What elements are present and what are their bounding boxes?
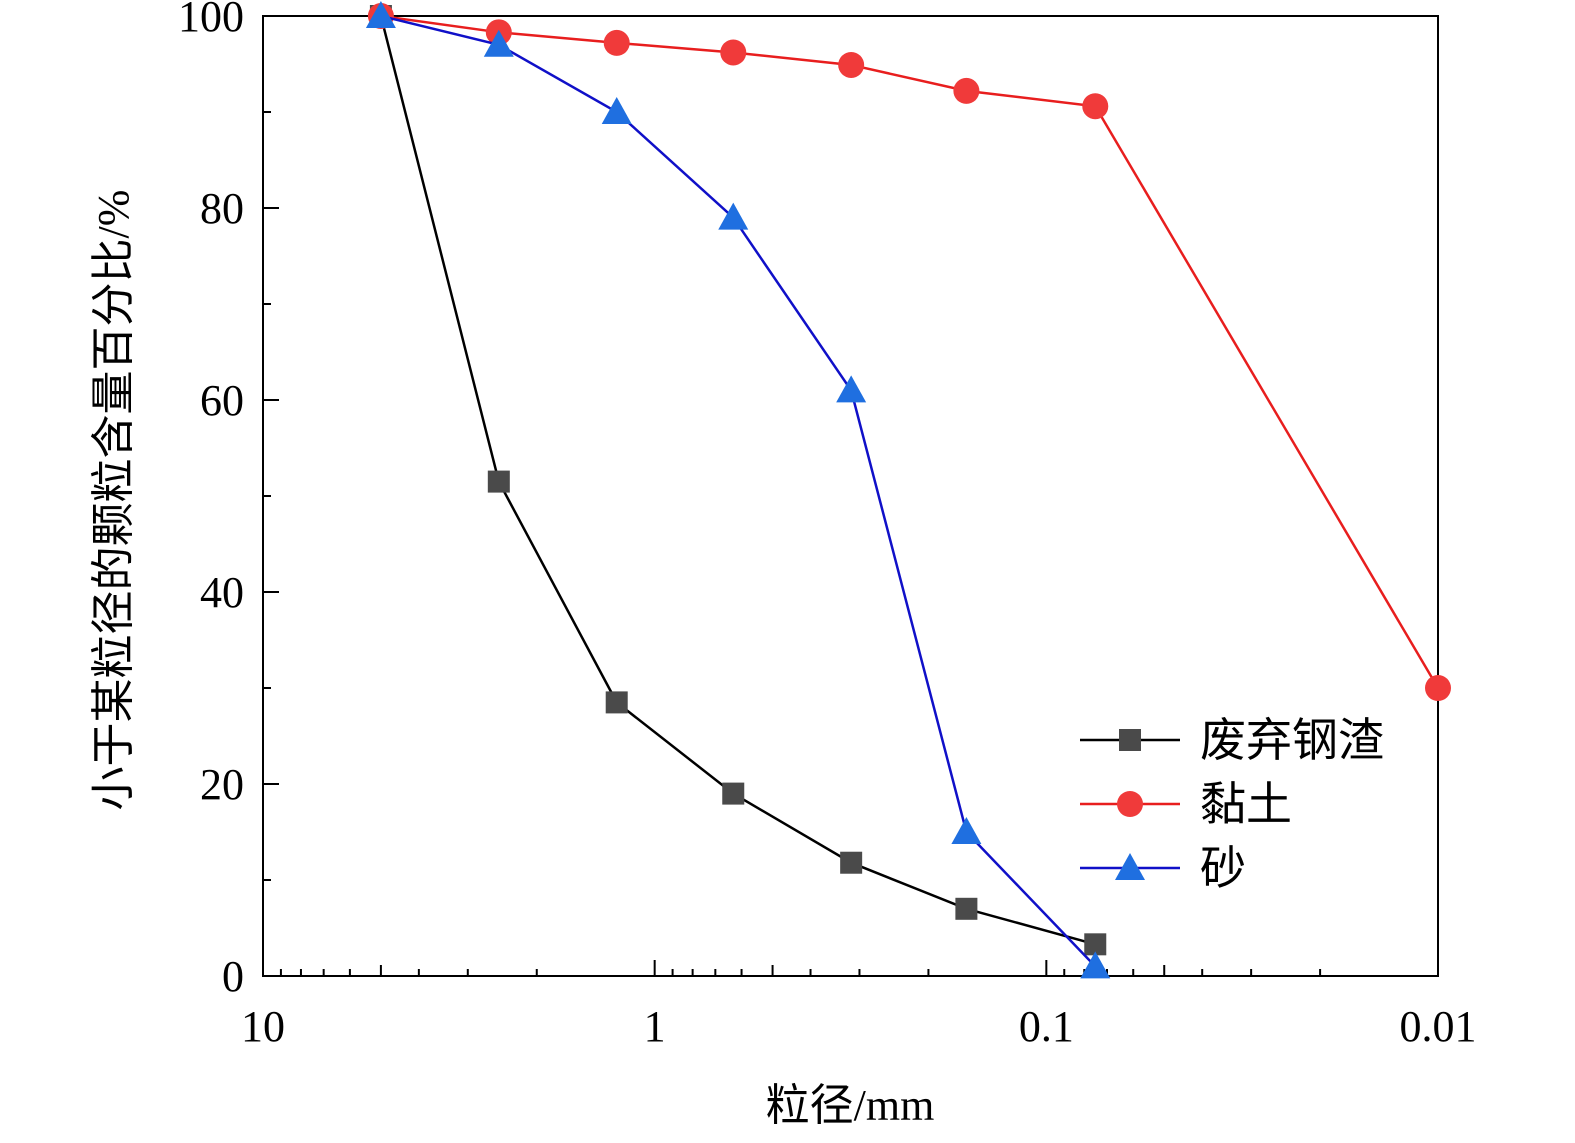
data-point-circle <box>953 77 980 104</box>
x-axis-ticks: 10 1 0.1 0.01 <box>241 960 1477 1051</box>
x-tick-label: 10 <box>241 1002 285 1051</box>
plot-frame <box>262 15 1439 977</box>
data-point-square <box>487 470 510 493</box>
data-point-circle <box>1082 93 1109 120</box>
x-tick-label: 1 <box>644 1002 666 1051</box>
series-circle <box>367 3 1451 701</box>
data-point-triangle <box>1080 951 1111 979</box>
y-tick-label: 0 <box>222 952 244 1001</box>
data-point-circle <box>603 29 630 56</box>
data-point-triangle <box>951 817 982 844</box>
data-point-square <box>955 897 978 920</box>
data-point-triangle <box>836 375 867 403</box>
y-tick-label: 100 <box>178 0 244 41</box>
x-tick-label: 0.1 <box>1019 1002 1074 1051</box>
legend-item: 黏土 <box>1080 779 1292 830</box>
legend-marker-triangle <box>1115 853 1145 880</box>
data-point-circle <box>1425 675 1451 701</box>
x-axis-label: 粒径/mm <box>766 1081 935 1130</box>
data-point-square <box>840 851 863 874</box>
data-point-triangle <box>365 1 396 28</box>
series-triangle <box>365 1 1111 979</box>
y-tick-label: 20 <box>200 760 244 809</box>
legend-marker-square <box>1119 729 1141 751</box>
legend-label: 废弃钢渣 <box>1200 715 1384 766</box>
data-point-square <box>722 782 745 805</box>
data-point-circle <box>720 39 747 66</box>
y-tick-label: 80 <box>200 184 244 233</box>
x-tick-label: 0.01 <box>1400 1002 1477 1051</box>
legend-item: 废弃钢渣 <box>1080 715 1384 766</box>
data-point-triangle <box>718 202 749 230</box>
legend-marker-circle <box>1117 791 1143 817</box>
series-square <box>369 5 1107 956</box>
y-axis-ticks: 0 20 40 60 80 100 <box>178 0 279 1001</box>
y-tick-label: 60 <box>200 376 244 425</box>
series-line <box>380 14 1440 689</box>
data-point-square <box>605 691 628 714</box>
y-axis-label: 小于某粒径的颗粒含量百分比/% <box>89 190 138 811</box>
data-point-triangle <box>483 29 514 57</box>
data-point-square <box>1084 933 1107 956</box>
y-tick-label: 40 <box>200 568 244 617</box>
legend-item: 砂 <box>1080 843 1246 894</box>
data-point-circle <box>838 51 865 78</box>
legend-label: 砂 <box>1200 843 1246 894</box>
series-layer <box>365 1 1451 979</box>
legend-label: 黏土 <box>1200 779 1292 830</box>
data-point-triangle <box>601 97 632 124</box>
